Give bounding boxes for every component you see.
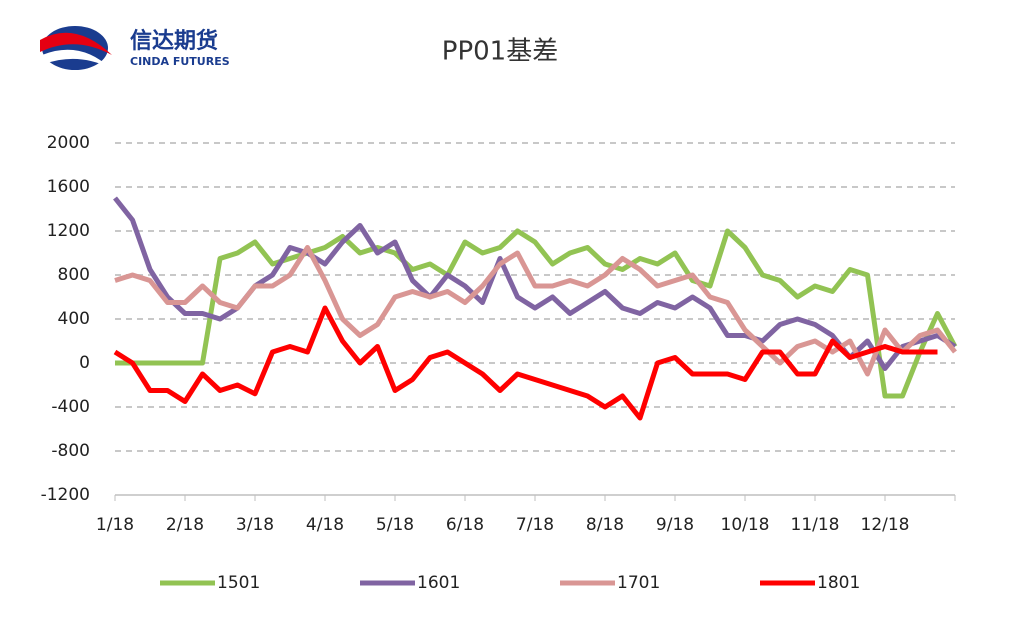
legend-label: 1801 — [817, 573, 860, 593]
x-tick-label: 8/18 — [586, 515, 624, 535]
x-tick-label: 1/18 — [96, 515, 134, 535]
x-tick-label: 4/18 — [306, 515, 344, 535]
y-tick-label: 2000 — [47, 133, 90, 153]
x-tick-label: 5/18 — [376, 515, 414, 535]
y-tick-label: 1200 — [47, 221, 90, 241]
logo-en: CINDA FUTURES — [130, 55, 230, 68]
series-line — [114, 245, 957, 377]
x-tick-label: 11/18 — [791, 515, 840, 535]
y-tick-label: 0 — [79, 353, 90, 373]
logo-cn: 信达期货 — [130, 28, 218, 54]
legend-label: 1701 — [617, 573, 660, 593]
x-tick-label: 2/18 — [166, 515, 204, 535]
x-tick-label: 10/18 — [721, 515, 770, 535]
logo-swoosh — [42, 49, 110, 68]
y-tick-label: -1200 — [41, 485, 90, 505]
logo: 信达期货 CINDA FUTURES — [40, 26, 230, 70]
y-tick-label: -400 — [51, 397, 90, 417]
series-line — [113, 305, 938, 421]
y-tick-label: 800 — [58, 265, 90, 285]
x-tick-label: 9/18 — [656, 515, 694, 535]
series-line — [115, 228, 958, 399]
legend-label: 1501 — [217, 573, 260, 593]
x-tick-label: 12/18 — [861, 515, 910, 535]
y-tick-label: -800 — [51, 441, 90, 461]
y-tick-label: 400 — [58, 309, 90, 329]
legend-label: 1601 — [417, 573, 460, 593]
chart-title: PP01基差 — [442, 37, 558, 67]
x-tick-label: 3/18 — [236, 515, 274, 535]
x-tick-label: 6/18 — [446, 515, 484, 535]
logo-swoosh — [40, 32, 112, 55]
x-tick-label: 7/18 — [516, 515, 554, 535]
y-tick-label: 1600 — [47, 177, 90, 197]
